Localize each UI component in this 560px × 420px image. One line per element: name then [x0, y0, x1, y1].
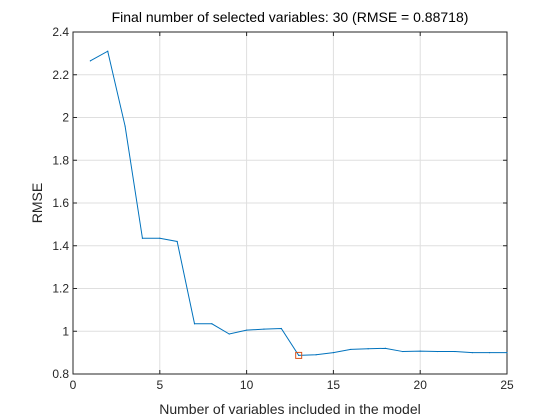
x-tick-label: 25	[500, 378, 514, 392]
data-point	[141, 237, 144, 239]
y-ticks: 0.8 1 1.2 1.4 1.6 1.8 2 2.2 2.4	[52, 25, 507, 381]
y-tick-label: 1	[62, 324, 69, 338]
y-tick-label: 2	[62, 111, 69, 125]
y-axis-title: RMSE	[29, 183, 45, 223]
data-point	[384, 347, 387, 349]
selected-point-marker	[295, 351, 303, 359]
y-tick-label: 1.2	[52, 282, 69, 296]
data-point	[402, 350, 404, 353]
y-tick-label: 2.2	[52, 68, 69, 82]
data-point	[298, 354, 300, 357]
data-point	[367, 348, 369, 350]
y-tick-label: 1.4	[52, 239, 69, 253]
data-point	[246, 329, 248, 331]
data-point	[419, 350, 421, 352]
y-tick-label: 1.6	[52, 196, 69, 210]
data-point	[315, 354, 317, 356]
highlight-group	[295, 351, 303, 359]
x-ticks: 0 5 10 15 20 25	[70, 32, 514, 392]
data-point	[89, 60, 91, 62]
data-point	[263, 328, 265, 330]
data-point	[506, 352, 508, 354]
y-tick-label: 2.4	[52, 25, 69, 39]
data-point	[159, 237, 161, 239]
data-point	[471, 352, 473, 354]
data-point	[436, 350, 439, 353]
chart-title: Final number of selected variables: 30 (…	[112, 9, 469, 25]
data-points	[89, 50, 508, 357]
data-point	[107, 50, 109, 52]
x-tick-label: 15	[327, 378, 341, 392]
x-tick-label: 20	[414, 378, 428, 392]
x-tick-label: 10	[240, 378, 254, 392]
data-point	[228, 333, 230, 335]
y-tick-label: 1.8	[52, 153, 69, 167]
data-point	[211, 323, 213, 325]
data-point	[124, 125, 126, 127]
x-tick-label: 5	[156, 378, 163, 392]
data-point	[350, 348, 352, 351]
data-point	[193, 323, 196, 325]
x-axis-title: Number of variables included in the mode…	[159, 401, 420, 417]
data-point	[176, 240, 178, 243]
grid	[72, 31, 508, 375]
x-tick-label: 0	[70, 378, 77, 392]
y-tick-label: 0.8	[52, 367, 69, 381]
data-point	[454, 350, 456, 353]
data-point	[489, 352, 491, 354]
data-point	[280, 327, 282, 330]
data-point	[332, 352, 334, 354]
